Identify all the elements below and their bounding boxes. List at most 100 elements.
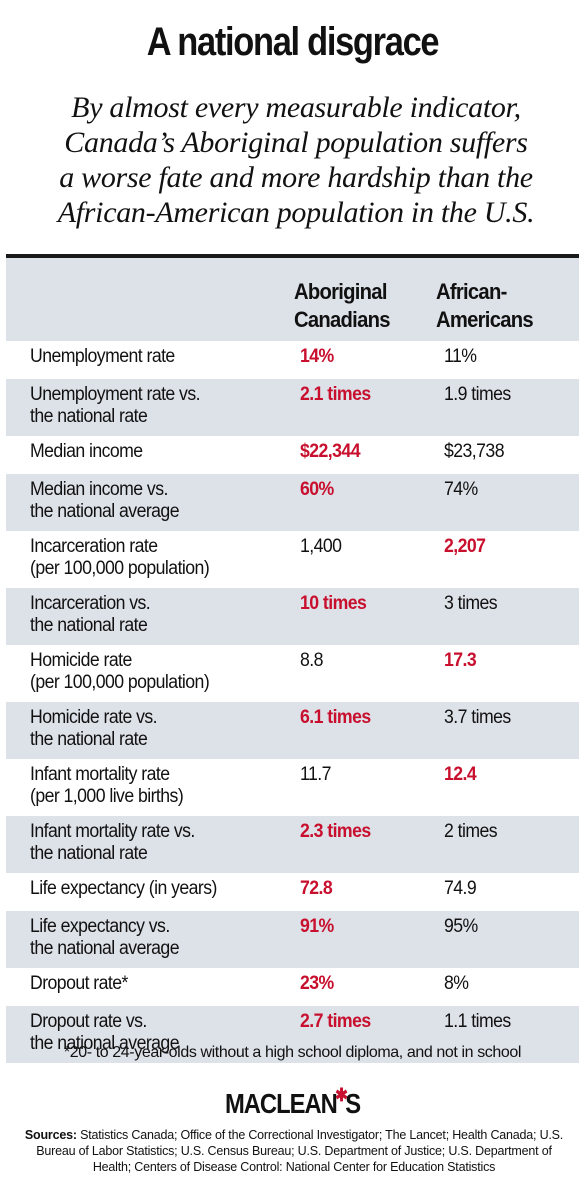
row-label: Median income — [30, 441, 143, 463]
value-african-american: 3 times — [444, 593, 498, 614]
value-aboriginal: 2.3 times — [300, 821, 371, 842]
value-african-american: 1.1 times — [444, 1011, 511, 1032]
value-african-american: 95% — [444, 916, 478, 937]
row-label-line: the national average — [30, 501, 180, 522]
row-label: Life expectancy (in years) — [30, 878, 217, 900]
table-row: Infant mortality rate vs. the national ra… — [6, 816, 579, 873]
row-label: Infant mortality rate (per 1,000 live bir… — [30, 764, 184, 808]
row-label: Incarceration vs. the national rate — [30, 593, 151, 637]
divider — [6, 254, 579, 258]
row-label-line: Infant mortality rate — [30, 764, 170, 785]
value-african-american: 2 times — [444, 821, 498, 842]
subtitle-line: Canada’s Aboriginal population suffers — [64, 126, 528, 159]
table-row: Homicide rate vs. the national rate 6.1 ti… — [6, 702, 579, 759]
row-label-line: Dropout rate vs. — [30, 1011, 147, 1032]
value-african-american: 12.4 — [444, 764, 477, 785]
value-aboriginal: $22,344 — [300, 441, 361, 462]
value-african-american: 8% — [444, 973, 469, 994]
row-label-line: Unemployment rate — [30, 346, 175, 367]
row-label-line: Dropout rate* — [30, 973, 128, 994]
table-body: Unemployment rate 14% 11% Unemployment rate… — [6, 341, 579, 1063]
value-aboriginal: 2.1 times — [300, 384, 371, 405]
column-header-line: African- — [436, 279, 507, 304]
value-african-american: $23,738 — [444, 441, 505, 462]
row-label-line: the national rate — [30, 729, 148, 750]
subtitle: By almost every measurable indicator, Ca… — [16, 90, 576, 230]
maple-leaf-icon: ✱ — [335, 1085, 348, 1105]
page-title: A national disgrace — [146, 20, 440, 64]
value-african-american: 74% — [444, 479, 478, 500]
column-header-line: Canadians — [294, 307, 390, 332]
macleans-logo: MACLEAN✱S — [49, 1085, 536, 1120]
row-label-line: the national rate — [30, 406, 148, 427]
row-label-line: (per 1,000 live births) — [30, 786, 184, 807]
row-label-line: Median income — [30, 441, 143, 462]
row-label-line: Homicide rate — [30, 650, 132, 671]
infographic: A national disgrace By almost every meas… — [6, 10, 579, 1190]
value-aboriginal: 1,400 — [300, 536, 342, 557]
column-header-line: Americans — [436, 307, 534, 332]
table-row: Homicide rate (per 100,000 population) 8.8… — [6, 645, 579, 702]
row-label: Dropout rate vs. the national average — [30, 1011, 180, 1055]
value-african-american: 3.7 times — [444, 707, 511, 728]
row-label: Incarceration rate (per 100,000 populatio… — [30, 536, 210, 580]
logo-text-left: MACLEAN — [224, 1088, 338, 1119]
table-row: Life expectancy (in years) 72.8 74.9 — [6, 873, 579, 911]
row-label: Infant mortality rate vs. the national ra… — [30, 821, 195, 865]
row-label: Median income vs. the national average — [30, 479, 180, 523]
column-header-african-american: African- Americans — [436, 278, 534, 334]
row-label: Life expectancy vs. the national average — [30, 916, 180, 960]
value-african-american: 2,207 — [444, 536, 486, 557]
value-aboriginal: 6.1 times — [300, 707, 371, 728]
row-label-line: Incarceration vs. — [30, 593, 151, 614]
value-african-american: 74.9 — [444, 878, 477, 899]
table-row: Life expectancy vs. the national average 9… — [6, 911, 579, 968]
row-label-line: Homicide rate vs. — [30, 707, 158, 728]
table-row: Dropout rate vs. the national average 2.7 … — [6, 1006, 579, 1063]
row-label: Unemployment rate — [30, 346, 175, 368]
sources-label: Sources: — [24, 1128, 77, 1142]
row-label-line: the national rate — [30, 615, 148, 636]
row-label: Homicide rate (per 100,000 population) — [30, 650, 210, 694]
row-label: Dropout rate* — [30, 973, 128, 995]
row-label: Unemployment rate vs. the national rate — [30, 384, 201, 428]
value-african-american: 1.9 times — [444, 384, 511, 405]
sources-text: Statistics Canada; Office of the Correct… — [36, 1128, 564, 1174]
value-aboriginal: 60% — [300, 479, 334, 500]
sources: Sources: Statistics Canada; Office of th… — [24, 1127, 564, 1175]
logo-text-right: S — [345, 1088, 361, 1119]
footnote: *20- to 24-year-olds without a high scho… — [63, 1044, 522, 1061]
row-label-line: the national average — [30, 938, 180, 959]
value-aboriginal: 23% — [300, 973, 334, 994]
value-aboriginal: 10 times — [300, 593, 367, 614]
row-label-line: Life expectancy vs. — [30, 916, 170, 937]
value-aboriginal: 72.8 — [300, 878, 333, 899]
value-african-american: 17.3 — [444, 650, 477, 671]
value-aboriginal: 11.7 — [300, 764, 331, 785]
table-header: Aboriginal Canadians African- Americans — [6, 258, 579, 341]
table-row: Unemployment rate vs. the national rate 2.… — [6, 379, 579, 436]
subtitle-line: By almost every measurable indicator, — [71, 91, 521, 124]
table-row: Incarceration vs. the national rate 10 tim… — [6, 588, 579, 645]
comparison-table: Aboriginal Canadians African- Americans … — [6, 258, 579, 1063]
table-row: Incarceration rate (per 100,000 populatio… — [6, 531, 579, 588]
row-label: Homicide rate vs. the national rate — [30, 707, 158, 751]
value-aboriginal: 91% — [300, 916, 334, 937]
column-header-aboriginal: Aboriginal Canadians — [294, 278, 390, 334]
row-label-line: Life expectancy (in years) — [30, 878, 217, 899]
row-label-line: (per 100,000 population) — [30, 558, 210, 579]
value-aboriginal: 14% — [300, 346, 334, 367]
value-aboriginal: 2.7 times — [300, 1011, 371, 1032]
table-row: Median income vs. the national average 60%… — [6, 474, 579, 531]
table-row: Dropout rate* 23% 8% — [6, 968, 579, 1006]
table-row: Median income $22,344 $23,738 — [6, 436, 579, 474]
subtitle-line: African-American population in the U.S. — [57, 196, 535, 229]
table-row: Infant mortality rate (per 1,000 live bir… — [6, 759, 579, 816]
value-african-american: 11% — [444, 346, 477, 367]
row-label-line: Median income vs. — [30, 479, 168, 500]
row-label-line: Infant mortality rate vs. — [30, 821, 195, 842]
column-header-line: Aboriginal — [294, 279, 387, 304]
row-label-line: (per 100,000 population) — [30, 672, 210, 693]
row-label-line: the national rate — [30, 843, 148, 864]
table-row: Unemployment rate 14% 11% — [6, 341, 579, 379]
